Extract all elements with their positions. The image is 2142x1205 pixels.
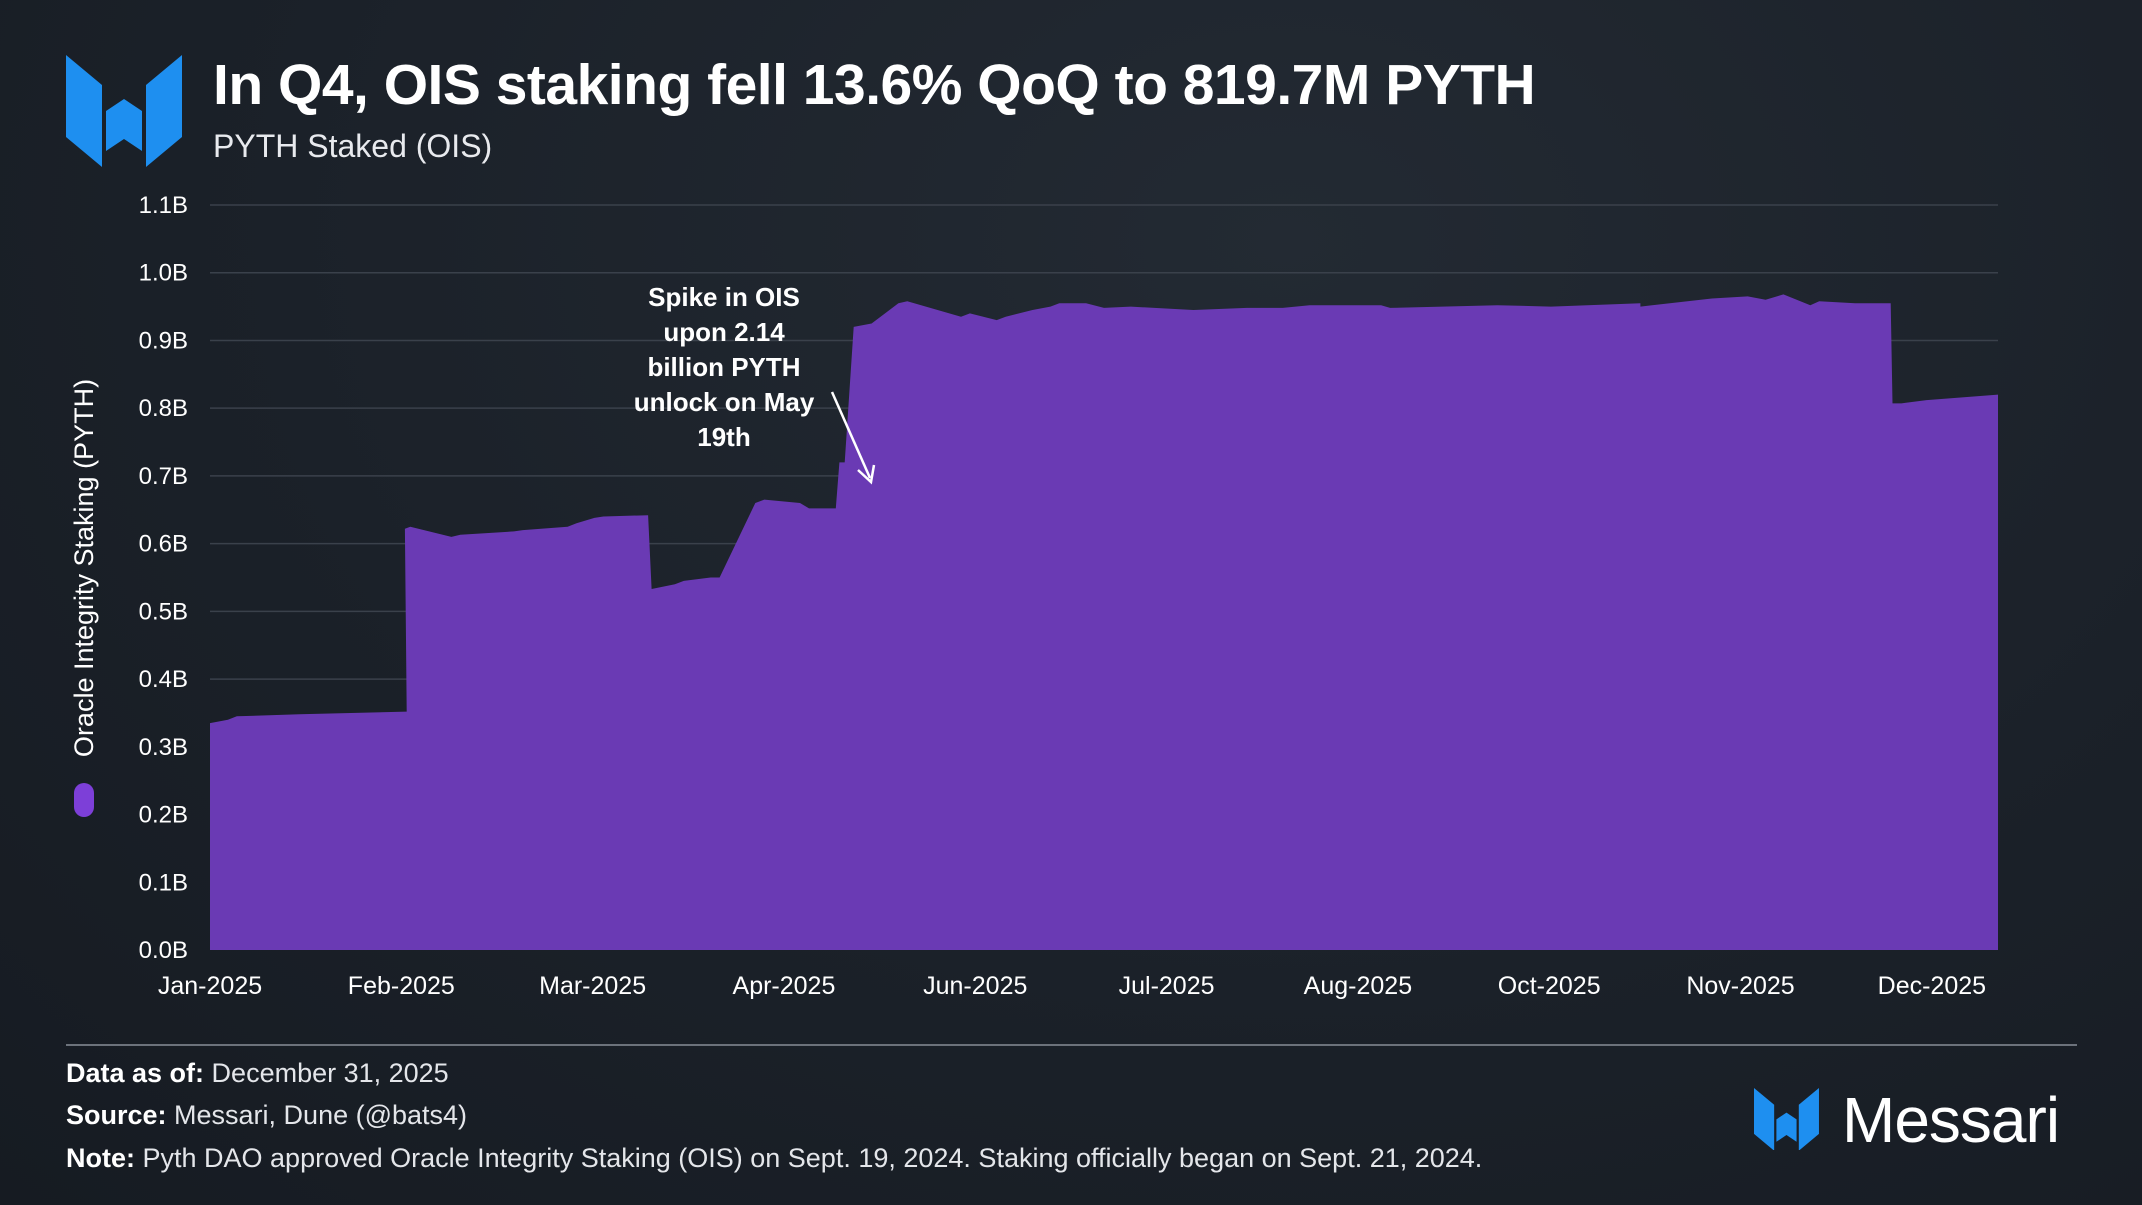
y-tick-label: 0.5B bbox=[139, 598, 188, 625]
area-series-path bbox=[210, 294, 1998, 950]
x-tick-label: Jul-2025 bbox=[1119, 972, 1215, 1000]
footer-label: Source: bbox=[66, 1100, 167, 1130]
x-tick-label: Apr-2025 bbox=[733, 972, 836, 1000]
messari-logo-icon bbox=[66, 55, 182, 167]
x-tick-label: Jun-2025 bbox=[923, 972, 1027, 1000]
footer-divider bbox=[66, 1044, 1077, 1046]
annotation-line: unlock on May bbox=[633, 387, 815, 417]
x-tick-label: Jan-2025 bbox=[158, 972, 262, 1000]
annotation-line: Spike in OIS bbox=[648, 282, 800, 312]
chart-subtitle: PYTH Staked (OIS) bbox=[213, 128, 493, 164]
y-tick-label: 0.4B bbox=[139, 666, 188, 693]
footer-label: Note: bbox=[66, 1143, 135, 1173]
messari-brand-icon bbox=[1754, 1088, 1819, 1150]
footer-divider bbox=[1077, 1044, 2077, 1046]
footer-note: Note: Pyth DAO approved Oracle Integrity… bbox=[66, 1143, 1482, 1174]
footer-value: Pyth DAO approved Oracle Integrity Staki… bbox=[135, 1143, 1483, 1173]
y-tick-label: 0.9B bbox=[139, 327, 188, 354]
footer-value: December 31, 2025 bbox=[204, 1058, 449, 1088]
footer-data-as-of: Data as of: December 31, 2025 bbox=[66, 1058, 449, 1089]
y-tick-label: 0.8B bbox=[139, 395, 188, 422]
legend-swatch bbox=[74, 783, 94, 817]
x-tick-label: Aug-2025 bbox=[1304, 972, 1412, 1000]
x-tick-label: Nov-2025 bbox=[1686, 972, 1794, 1000]
y-tick-label: 0.0B bbox=[139, 937, 188, 964]
chart-title: In Q4, OIS staking fell 13.6% QoQ to 819… bbox=[213, 53, 1536, 117]
spike-annotation: Spike in OIS upon 2.14 billion PYTH unlo… bbox=[604, 280, 844, 455]
annotation-arrow bbox=[830, 391, 876, 485]
chart-area: 0.0B 0.1B 0.2B 0.3B 0.4B 0.5B 0.6B 0.7B 0.8B 0.9B… bbox=[139, 192, 1998, 1000]
y-tick-label: 0.7B bbox=[139, 463, 188, 490]
y-tick-label: 0.1B bbox=[139, 869, 188, 896]
y-tick-label: 0.3B bbox=[139, 734, 188, 761]
footer-value: Messari, Dune (@bats4) bbox=[166, 1100, 468, 1130]
annotation-line: billion PYTH bbox=[647, 352, 801, 382]
x-tick-label: Mar-2025 bbox=[539, 972, 646, 1000]
annotation-line: upon 2.14 bbox=[663, 317, 785, 347]
x-tick-label: Oct-2025 bbox=[1498, 972, 1601, 1000]
y-axis-title: Oracle Integrity Staking (PYTH) bbox=[64, 368, 104, 768]
annotation-line: 19th bbox=[697, 422, 751, 452]
area-series bbox=[210, 294, 1998, 950]
x-tick-label: Dec-2025 bbox=[1878, 972, 1986, 1000]
y-tick-label: 0.6B bbox=[139, 531, 188, 558]
y-tick-label: 0.2B bbox=[139, 802, 188, 829]
footer-source: Source: Messari, Dune (@bats4) bbox=[66, 1100, 467, 1131]
y-tick-label: 1.0B bbox=[139, 260, 188, 287]
x-axis-ticks: Jan-2025 Feb-2025 Mar-2025 Apr-2025 Jun-2025… bbox=[158, 972, 1986, 1000]
x-tick-label: Feb-2025 bbox=[348, 972, 455, 1000]
y-tick-label: 1.1B bbox=[139, 192, 188, 219]
legend-label: Oracle Integrity Staking (PYTH) bbox=[69, 378, 99, 758]
footer-label: Data as of: bbox=[66, 1058, 205, 1088]
y-axis-ticks: 0.0B 0.1B 0.2B 0.3B 0.4B 0.5B 0.6B 0.7B 0.8B 0.9B… bbox=[139, 192, 188, 964]
brand-name: Messari bbox=[1842, 1084, 2060, 1156]
